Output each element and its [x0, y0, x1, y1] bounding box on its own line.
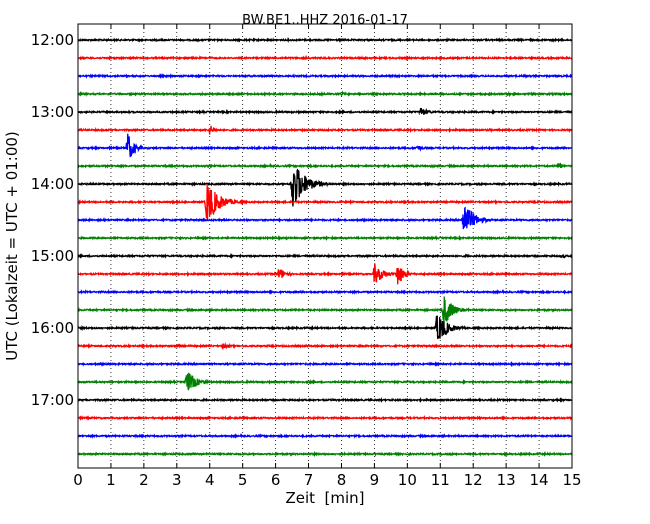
y-axis-label: UTC (Lokalzeit = UTC + 01:00) — [3, 131, 21, 361]
x-tick-label: 4 — [205, 471, 215, 489]
seismogram-trace — [77, 234, 573, 242]
seismogram-trace — [77, 36, 573, 44]
x-tick-label: 6 — [271, 471, 281, 489]
seismogram-trace — [77, 450, 573, 458]
y-tick-label: 16:00 — [31, 319, 74, 337]
seismogram-trace — [77, 107, 573, 116]
x-tick-label: 13 — [497, 471, 516, 489]
seismogram-trace — [77, 168, 573, 207]
chart-title: BW.BE1..HHZ 2016-01-17 — [242, 13, 408, 28]
y-tick-label: 17:00 — [31, 391, 74, 409]
plot-background — [78, 24, 572, 468]
x-tick-label: 15 — [562, 471, 581, 489]
x-tick-label: 14 — [530, 471, 549, 489]
y-tick-label: 15:00 — [31, 247, 74, 265]
seismogram-trace — [77, 372, 573, 391]
seismogram-trace — [77, 72, 573, 79]
seismogram-trace — [77, 206, 573, 230]
x-tick-label: 9 — [370, 471, 380, 489]
traces — [77, 36, 573, 458]
seismogram-trace — [77, 263, 573, 285]
seismogram-trace — [77, 133, 573, 158]
x-tick-label: 5 — [238, 471, 248, 489]
x-tick-label: 2 — [139, 471, 149, 489]
seismogram-trace — [77, 315, 573, 340]
seismogram-trace — [77, 183, 573, 220]
seismogram-trace — [77, 396, 573, 404]
seismogram-trace — [77, 252, 573, 260]
seismogram-trace — [77, 414, 573, 421]
seismogram-trace — [77, 90, 573, 98]
x-tick-label: 11 — [431, 471, 450, 489]
x-tick-label: 3 — [172, 471, 182, 489]
x-axis: 0 1 2 3 4 5 6 7 8 9 10 11 12 13 14 15 — [73, 24, 582, 489]
seismogram-trace — [77, 360, 573, 368]
x-tick-label: 12 — [464, 471, 483, 489]
y-tick-label: 14:00 — [31, 175, 74, 193]
plot-frame — [77, 23, 573, 469]
x-tick-label: 7 — [304, 471, 314, 489]
x-tick-label: 1 — [106, 471, 116, 489]
seismogram-trace — [77, 341, 573, 350]
x-tick-label: 8 — [337, 471, 347, 489]
x-tick-label: 10 — [398, 471, 417, 489]
seismogram-trace — [77, 162, 573, 170]
x-tick-label: 0 — [73, 471, 83, 489]
y-axis: 12:00 13:00 14:00 15:00 16:00 17:00 — [31, 31, 572, 409]
x-axis-label: Zeit [min] — [285, 489, 364, 507]
seismogram-trace — [77, 288, 573, 296]
y-tick-label: 12:00 — [31, 31, 74, 49]
seismogram-trace — [77, 125, 573, 135]
seismogram-trace — [77, 55, 573, 62]
seismogram-trace — [77, 296, 573, 326]
y-tick-label: 13:00 — [31, 103, 74, 121]
seismogram-trace — [77, 432, 573, 440]
